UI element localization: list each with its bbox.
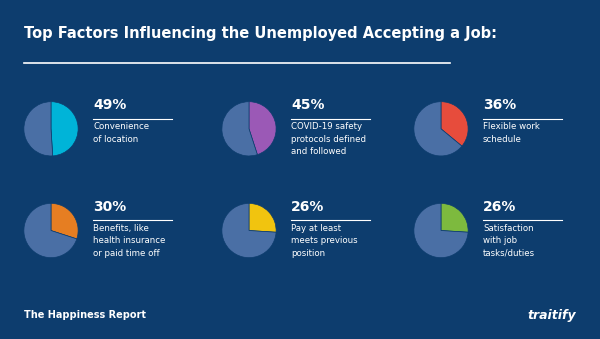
Text: COVID-19 safety
protocols defined
and followed: COVID-19 safety protocols defined and fo… — [291, 122, 366, 156]
Wedge shape — [24, 203, 77, 258]
Text: traitify: traitify — [528, 309, 577, 322]
Text: Satisfaction
with job
tasks/duties: Satisfaction with job tasks/duties — [483, 224, 535, 258]
Text: 36%: 36% — [483, 98, 516, 112]
Text: The Happiness Report: The Happiness Report — [23, 310, 146, 320]
Text: Convenience
of location: Convenience of location — [93, 122, 149, 143]
Text: Flexible work
schedule: Flexible work schedule — [483, 122, 540, 143]
Wedge shape — [222, 203, 276, 258]
Text: Pay at least
meets previous
position: Pay at least meets previous position — [291, 224, 358, 258]
Wedge shape — [222, 102, 257, 156]
Text: Top Factors Influencing the Unemployed Accepting a Job:: Top Factors Influencing the Unemployed A… — [23, 26, 497, 41]
Text: 26%: 26% — [291, 200, 325, 214]
Text: 30%: 30% — [93, 200, 126, 214]
Wedge shape — [249, 102, 276, 155]
Wedge shape — [414, 102, 462, 156]
Wedge shape — [441, 203, 468, 232]
Wedge shape — [24, 102, 53, 156]
Text: 45%: 45% — [291, 98, 325, 112]
Wedge shape — [414, 203, 468, 258]
Text: Benefits, like
health insurance
or paid time off: Benefits, like health insurance or paid … — [93, 224, 166, 258]
Wedge shape — [441, 102, 468, 146]
Text: 26%: 26% — [483, 200, 517, 214]
Wedge shape — [51, 203, 78, 239]
Text: 49%: 49% — [93, 98, 127, 112]
Wedge shape — [249, 203, 276, 232]
Wedge shape — [51, 102, 78, 156]
